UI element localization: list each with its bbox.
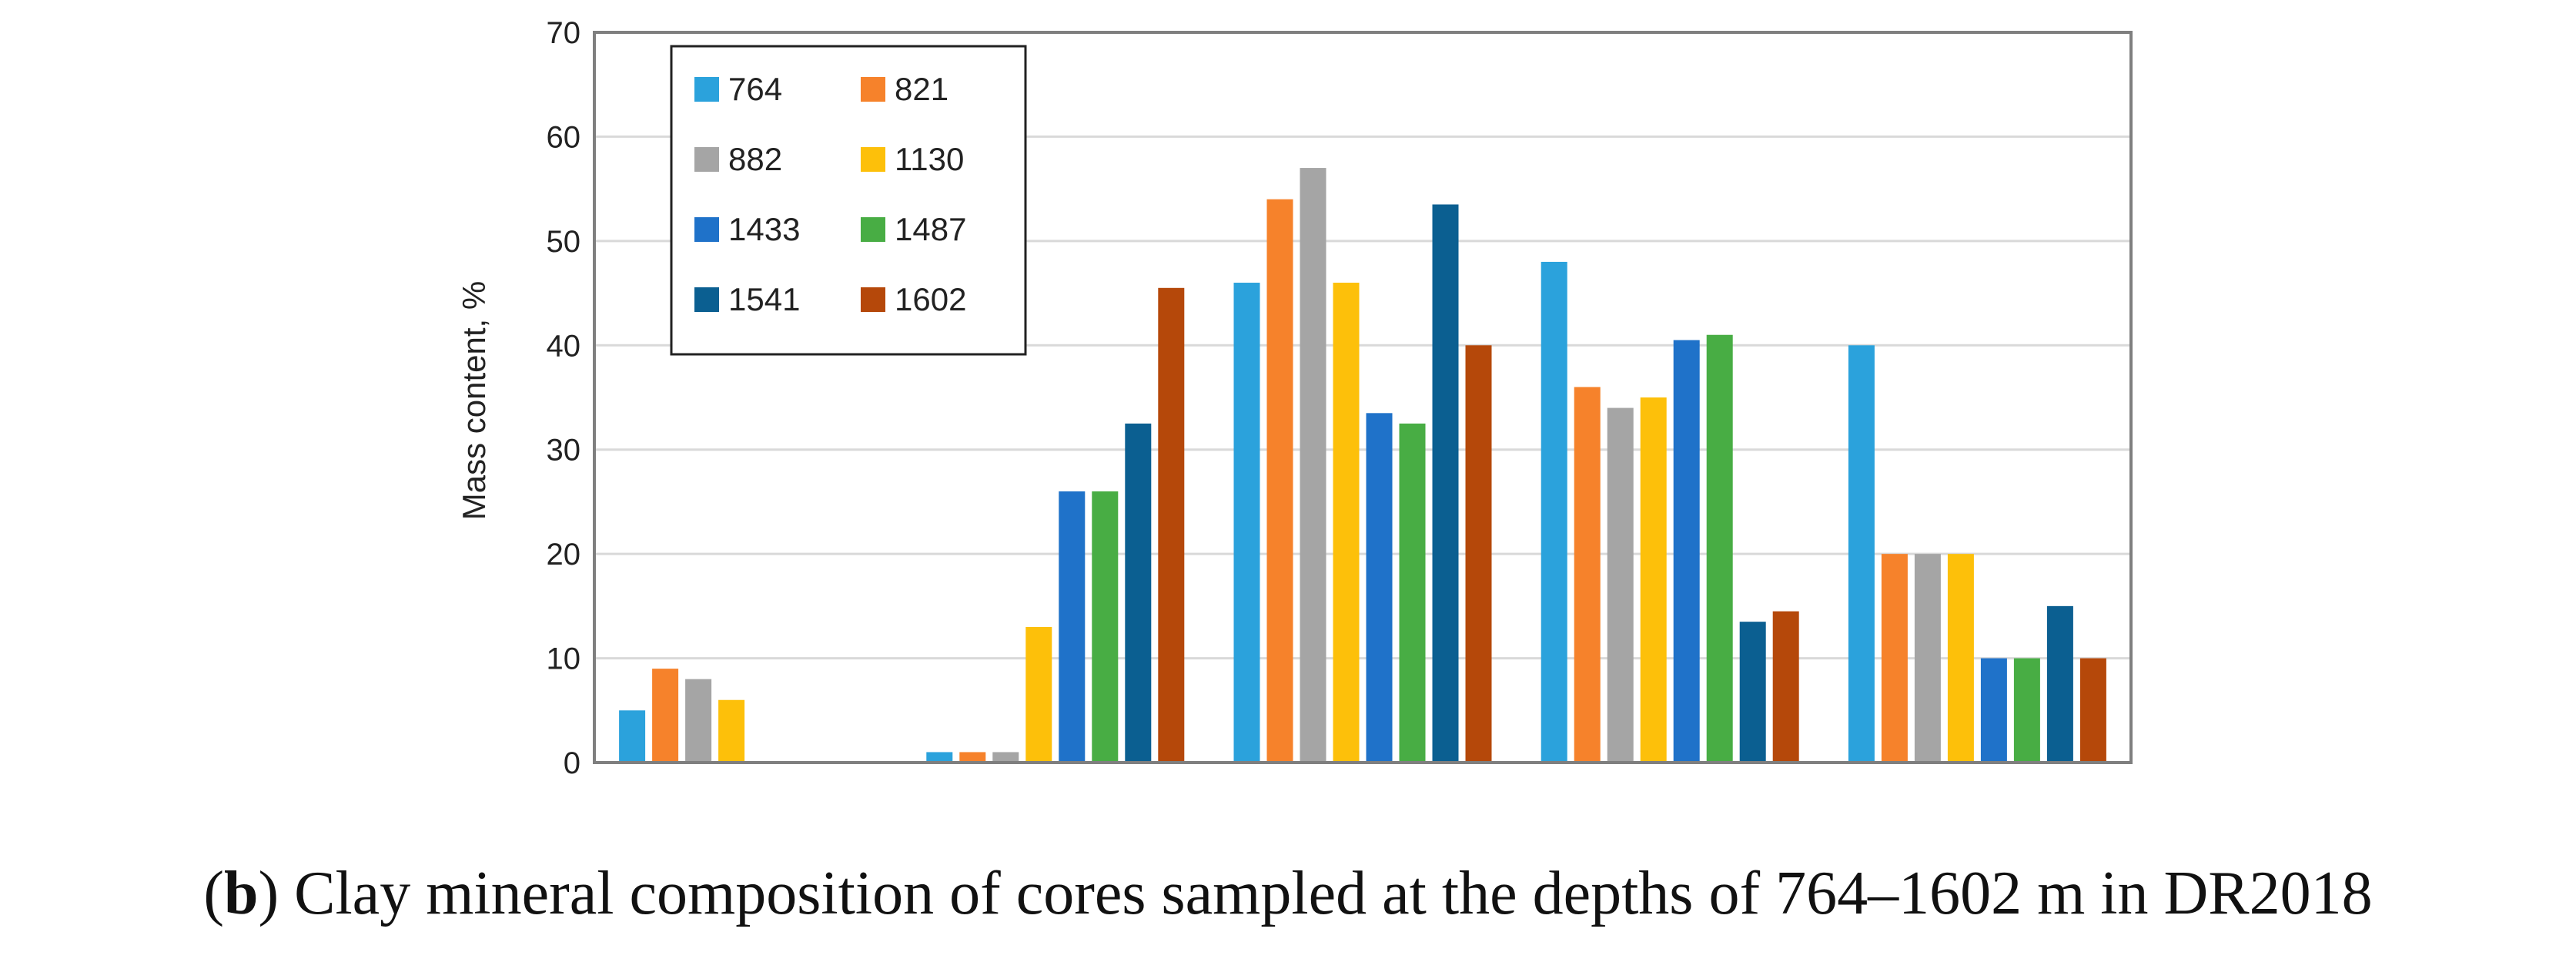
bar-1487-1	[1092, 491, 1119, 763]
bar-882-2	[1300, 168, 1326, 763]
bar-1433-2	[1366, 413, 1393, 763]
legend-swatch-821	[861, 77, 885, 102]
legend-label-764: 764	[728, 71, 782, 107]
legend-swatch-764	[694, 77, 719, 102]
clay-mineral-bar-chart: 0 10 20 30 40 50 60 70 Kaolinite Chlorite Illite I/…	[456, 16, 2133, 801]
bar-1130-3	[1640, 397, 1667, 763]
x-category-label: Kaolinite	[689, 797, 807, 801]
legend-swatch-1541	[694, 287, 719, 312]
bar-1130-1	[1025, 626, 1052, 763]
legend-label-1541: 1541	[728, 281, 800, 317]
axes: 0 10 20 30 40 50 60 70 Kaolinite Chlorite Illite I/…	[547, 16, 2133, 801]
bar-882-0	[685, 679, 712, 763]
bar-1541-4	[2046, 605, 2073, 763]
y-tick-label: 20	[547, 538, 581, 572]
x-category-label: I/S interlayer	[1584, 797, 1757, 801]
y-tick-label: 60	[547, 120, 581, 154]
bar-1130-2	[1333, 283, 1360, 763]
bar-821-4	[1881, 554, 1908, 763]
legend-box	[670, 45, 1027, 356]
legend-swatch-1130	[861, 147, 885, 172]
bars	[619, 168, 2106, 763]
bar-1487-2	[1399, 423, 1426, 763]
y-tick-label: 10	[547, 642, 581, 676]
bar-1487-4	[2013, 658, 2040, 763]
bar-821-3	[1574, 387, 1601, 763]
bar-882-4	[1914, 554, 1941, 763]
y-tick-label: 40	[547, 329, 581, 363]
bar-1602-3	[1772, 611, 1799, 763]
y-axis-title: Mass content, %	[456, 281, 492, 520]
legend: 764 821 882 1130 1433 1487 1541 1602	[670, 45, 1027, 356]
bar-764-4	[1848, 345, 1875, 763]
bar-764-2	[1233, 283, 1260, 763]
bar-1541-3	[1739, 622, 1766, 763]
legend-label-1487: 1487	[895, 211, 966, 247]
legend-swatch-1433	[694, 217, 719, 242]
bar-1541-1	[1125, 423, 1152, 763]
y-tick-label: 30	[547, 434, 581, 468]
bar-764-3	[1541, 261, 1567, 763]
bar-1433-3	[1673, 340, 1700, 763]
bar-1487-3	[1706, 334, 1733, 763]
bar-1602-2	[1465, 345, 1492, 763]
y-tick-label: 0	[564, 746, 580, 780]
x-category-label: Illite	[1335, 797, 1390, 801]
bar-1433-4	[1980, 658, 2007, 763]
bar-1433-1	[1059, 491, 1086, 763]
x-category-label: Interlaying ratio	[1872, 797, 2083, 801]
legend-label-821: 821	[895, 71, 948, 107]
bar-1602-1	[1158, 287, 1185, 763]
x-category-label: Chlorite	[1002, 797, 1109, 801]
legend-label-1602: 1602	[895, 281, 966, 317]
bar-1130-0	[718, 699, 745, 763]
legend-swatch-882	[694, 147, 719, 172]
bar-1541-2	[1432, 204, 1459, 763]
caption-label: b	[223, 860, 259, 927]
figure-caption: (b) Clay mineral composition of cores sa…	[203, 860, 2373, 927]
bar-764-0	[619, 710, 646, 763]
legend-label-1130: 1130	[895, 141, 964, 177]
legend-swatch-1487	[861, 217, 885, 242]
bar-821-0	[652, 669, 679, 763]
bar-882-3	[1607, 407, 1634, 763]
caption-text: Clay mineral composition of cores sample…	[279, 860, 2373, 927]
legend-label-882: 882	[728, 141, 782, 177]
legend-swatch-1602	[861, 287, 885, 312]
plot-area-border	[593, 31, 2133, 764]
bar-1602-4	[2079, 658, 2106, 763]
bar-882-1	[992, 752, 1019, 763]
bar-764-1	[926, 752, 953, 763]
bar-821-1	[959, 752, 986, 763]
legend-label-1433: 1433	[728, 211, 800, 247]
y-tick-label: 50	[547, 225, 581, 259]
bar-1130-4	[1947, 554, 1974, 763]
bar-821-2	[1266, 199, 1293, 763]
y-tick-label: 70	[547, 16, 581, 50]
